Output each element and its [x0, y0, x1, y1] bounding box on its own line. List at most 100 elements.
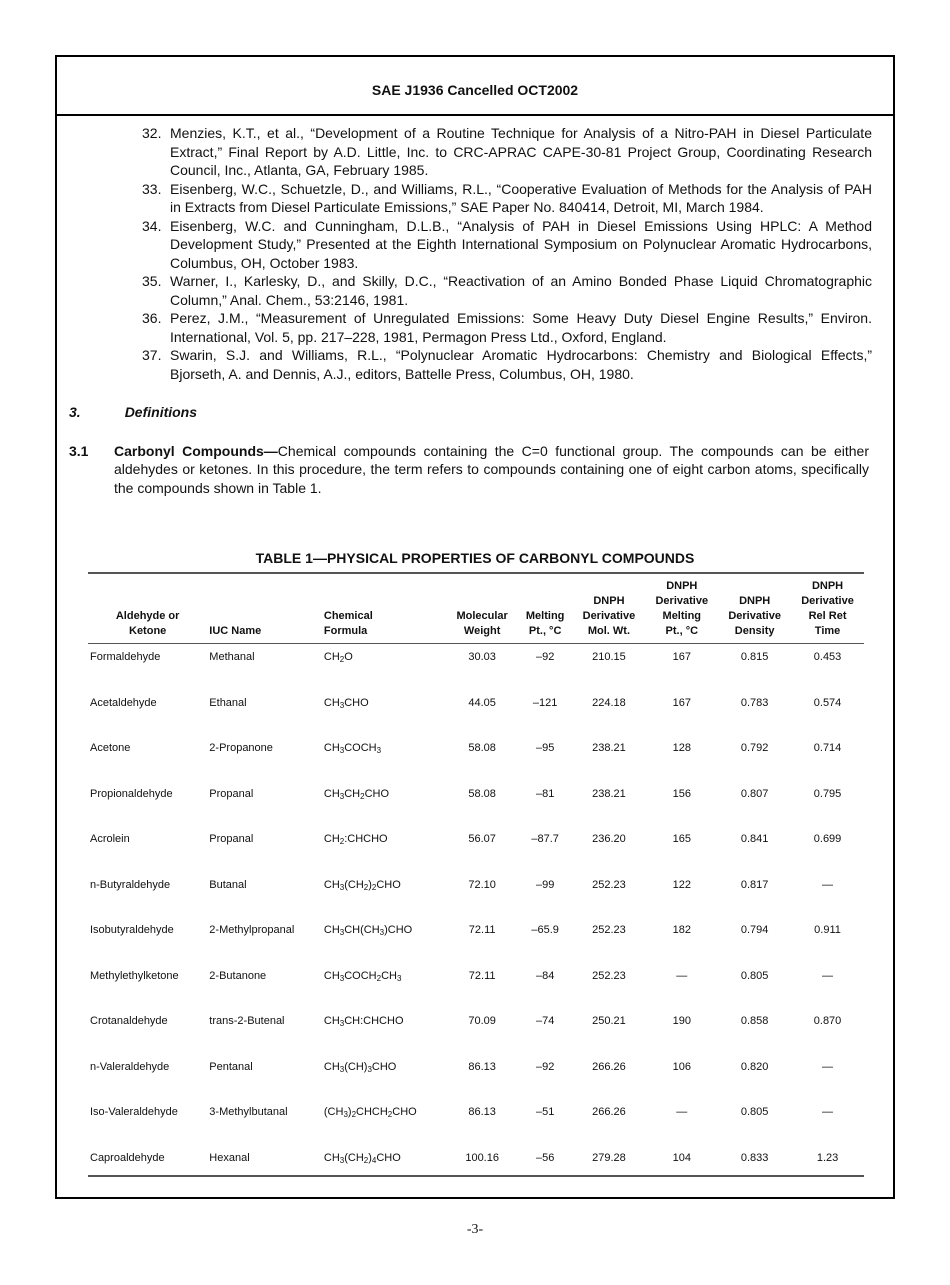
table-row: Crotanaldehyde trans-2-Butenal CH3CH:CHCHO… [88, 1008, 864, 1054]
formula-part: O [344, 651, 353, 663]
iuc-name: Propanal [209, 833, 254, 845]
formula-part: ) [347, 1106, 352, 1118]
dnph-rel-ret-time: 0.699 [813, 833, 842, 845]
formula-part: CH [323, 742, 340, 754]
formula-part: (CH [344, 878, 364, 891]
header-line: Mol. Wt. [587, 625, 630, 637]
header-line: Density [734, 625, 775, 637]
chemical-formula: CH3COCH2CH3 [322, 963, 447, 1009]
dnph-rel-ret-time: 0.870 [813, 1015, 842, 1027]
column-header: DNPH Derivative Melting Pt., °C [645, 573, 718, 644]
molecular-weight: 44.05 [468, 696, 496, 709]
page-frame: SAE J1936 Cancelled OCT2002 32. Menzies, … [55, 55, 895, 1199]
compound-name: Propionaldehyde [90, 787, 173, 800]
formula-part: CH [344, 787, 361, 800]
dnph-density: 0.792 [740, 742, 769, 754]
dnph-density: 0.833 [740, 1151, 769, 1164]
table-row: Formaldehyde Methanal CH2O 30.03 –92 210.15 16… [88, 644, 864, 690]
dnph-rel-ret-time: — [822, 969, 834, 982]
formula-part: COCH [344, 742, 377, 754]
melting-point: –87.7 [531, 833, 559, 845]
column-header: Aldehyde or Ketone [88, 573, 207, 644]
dnph-mol-wt: 236.20 [592, 833, 626, 845]
formula-part: )CHO [384, 924, 413, 936]
chemical-formula: CH3(CH)3CHO [322, 1054, 447, 1100]
formula-part: 3 [339, 746, 345, 755]
formula-part: CHO [392, 1106, 417, 1118]
formula-part: (CH [323, 1106, 344, 1118]
molecular-weight: 86.13 [468, 1106, 496, 1118]
molecular-weight: 56.07 [468, 833, 496, 845]
formula-part: 3 [339, 791, 345, 801]
dnph-rel-ret-time: — [822, 878, 834, 891]
column-header: IUC Name [207, 573, 322, 644]
molecular-weight: 58.08 [468, 742, 496, 754]
table-row: n-Butyraldehyde Butanal CH3(CH2)2CHO 72.10–… [88, 872, 864, 918]
header-line: Derivative [801, 595, 854, 607]
table-row: Acetaldehyde Ethanal CH3CHO 44.05 –121 224.18… [88, 690, 864, 736]
iuc-name: Pentanal [209, 1060, 253, 1073]
compound-name: n-Valeraldehyde [90, 1060, 170, 1073]
reference-number: 34. [142, 217, 162, 234]
dnph-melting-point: 156 [672, 787, 691, 800]
formula-part: 2 [371, 882, 377, 892]
chemical-formula: CH3CH:CHCHO [322, 1008, 447, 1054]
definition-text: Chemical compounds containing the C=0 fu… [114, 442, 869, 496]
dnph-melting-point: 167 [672, 696, 691, 709]
header-line: Derivative [728, 610, 781, 622]
dnph-density: 0.807 [740, 787, 769, 800]
section-title: Definitions [124, 404, 198, 420]
formula-part: (CH) [344, 1060, 368, 1073]
reference-text: Swarin, S.J. and Williams, R.L., “Polynu… [170, 347, 872, 382]
header-line: DNPH [811, 580, 844, 592]
formula-part: 3 [339, 700, 345, 710]
header-line: Pt., °C [528, 625, 562, 637]
dnph-rel-ret-time: — [822, 1106, 834, 1118]
formula-part: ) [368, 1151, 372, 1164]
carbonyl-properties-table: Aldehyde or Ketone IUC Name Chemical Formula… [88, 572, 864, 1177]
dnph-mol-wt: 279.28 [592, 1151, 626, 1164]
header-line: DNPH [666, 580, 698, 592]
formula-part: CHO [344, 696, 369, 709]
formula-part: 3 [379, 928, 385, 937]
molecular-weight: 70.09 [468, 1015, 496, 1027]
dnph-density: 0.817 [740, 878, 769, 891]
formula-part: CHO [376, 878, 401, 891]
table-row: Acrolein Propanal CH2:CHCHO 56.07 –87.7 236.2… [88, 826, 864, 872]
molecular-weight: 72.11 [468, 924, 496, 936]
dnph-melting-point: 165 [672, 833, 691, 845]
melting-point: –95 [535, 742, 555, 754]
dnph-melting-point: 190 [672, 1015, 691, 1027]
column-header: DNPH Derivative Mol. Wt. [573, 573, 646, 644]
dnph-melting-point: 104 [672, 1151, 691, 1164]
compound-name: Iso-Valeraldehyde [90, 1106, 178, 1118]
reference-text: Menzies, K.T., et al., “Development of a… [170, 125, 872, 178]
formula-part: 3 [343, 1110, 348, 1119]
dnph-melting-point: 182 [672, 924, 691, 936]
section-number: 3.1 [69, 442, 89, 459]
compound-name: Crotanaldehyde [90, 1015, 168, 1027]
header-line: Chemical [323, 610, 373, 622]
header-line: IUC Name [209, 625, 262, 637]
iuc-name: Ethanal [209, 696, 247, 709]
reference-item: 37. Swarin, S.J. and Williams, R.L., “Pol… [142, 346, 872, 383]
table-row: Iso-Valeraldehyde 3-Methylbutanal (CH3)2CH… [88, 1099, 864, 1145]
chemical-formula: CH3CH(CH3)CHO [322, 917, 447, 963]
dnph-density: 0.858 [740, 1015, 769, 1027]
header-line: Melting [525, 610, 565, 622]
reference-text: Perez, J.M., “Measurement of Unregulated… [170, 310, 872, 345]
formula-part: CH [323, 924, 340, 936]
column-header: DNPH Derivative Density [718, 573, 791, 644]
compound-name: n-Butyraldehyde [90, 878, 171, 891]
formula-part: CHCH [356, 1106, 388, 1118]
melting-point: –51 [535, 1106, 555, 1118]
iuc-name: Methanal [209, 651, 255, 663]
reference-number: 35. [142, 273, 162, 289]
table-row: Propionaldehyde Propanal CH3CH2CHO 58.08 –81… [88, 781, 864, 827]
formula-part: CH [323, 1151, 340, 1164]
molecular-weight: 72.10 [468, 878, 496, 891]
dnph-melting-point: 106 [672, 1060, 691, 1073]
dnph-mol-wt: 266.26 [592, 1106, 626, 1118]
formula-part: 3 [339, 882, 345, 892]
dnph-mol-wt: 252.23 [592, 878, 626, 891]
